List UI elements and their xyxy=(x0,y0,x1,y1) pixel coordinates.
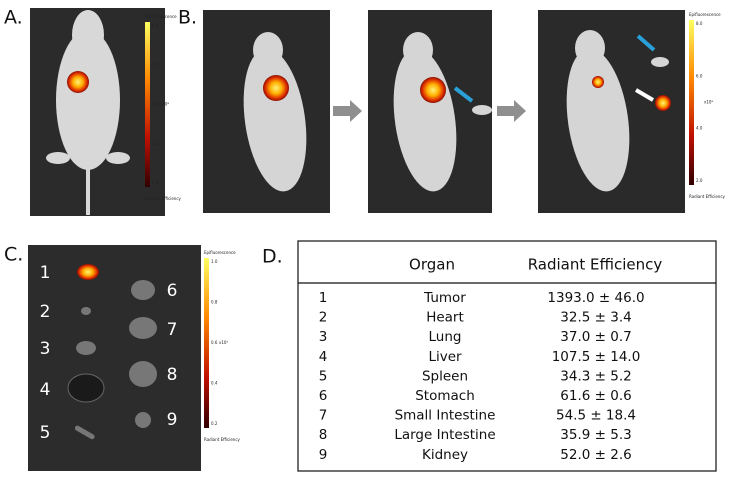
arrow xyxy=(497,100,526,122)
colorbar-label: Radiant Efficiency xyxy=(689,194,726,199)
table-cell: Small Intestine xyxy=(395,408,496,424)
panel-label: C. xyxy=(4,244,23,266)
tumor-signal xyxy=(655,95,671,111)
colorbar-tick: 0.4 xyxy=(211,381,218,386)
colorbar-tick: 2.0 xyxy=(696,178,703,183)
colorbar-label: Radiant Efficiency xyxy=(204,437,241,442)
colorbar-tick: 0.8 xyxy=(211,300,218,305)
table-cell: 61.6 ± 0.6 xyxy=(560,388,631,404)
arrow xyxy=(636,34,656,52)
organ-number: 5 xyxy=(40,423,51,443)
colorbar xyxy=(204,258,209,428)
colorbar-tick: 6.0 xyxy=(152,23,159,28)
colorbar-tick: 1.0 xyxy=(211,259,218,264)
table-cell: 1393.0 ± 46.0 xyxy=(547,290,644,306)
colorbar-title: Epifluorescence xyxy=(689,12,721,17)
table-cell: 54.5 ± 18.4 xyxy=(556,408,636,424)
colorbar-tick: 3.0 xyxy=(152,141,159,146)
table-cell: Large Intestine xyxy=(394,427,495,443)
table-cell: Stomach xyxy=(415,388,475,404)
panel-label: D. xyxy=(262,246,283,268)
organ-number: 6 xyxy=(167,281,178,301)
arrow xyxy=(453,86,474,103)
arrow xyxy=(333,100,362,122)
table-cell: 9 xyxy=(319,447,328,463)
table-cell: 5 xyxy=(319,368,328,384)
organ-number: 1 xyxy=(40,263,51,283)
table-cell: 35.9 ± 5.3 xyxy=(560,427,631,443)
colorbar-title: Epifluorescence xyxy=(204,250,236,255)
colorbar-title: Epifluorescence xyxy=(145,14,177,19)
organ-number: 8 xyxy=(167,365,178,385)
organ-number: 2 xyxy=(40,302,51,322)
panel-label: B. xyxy=(178,7,197,29)
colorbar-tick: 5.0 xyxy=(152,62,159,67)
table-cell: 1 xyxy=(319,290,328,306)
table-cell: Heart xyxy=(426,310,464,326)
table-cell: 8 xyxy=(319,427,328,443)
organ-number: 4 xyxy=(40,380,51,400)
table-cell: 7 xyxy=(319,408,328,424)
tumor-signal xyxy=(263,75,289,101)
tumor-signal xyxy=(420,77,446,103)
colorbar xyxy=(689,20,694,185)
colorbar-tick: 0.2 xyxy=(211,421,218,426)
residual-signal xyxy=(592,76,604,88)
arrow xyxy=(634,88,655,102)
table-cell: 32.5 ± 3.4 xyxy=(560,310,631,326)
colorbar xyxy=(145,22,150,187)
table-header: Radiant Efficiency xyxy=(528,256,663,274)
colorbar-tick: 6.0 xyxy=(696,73,703,78)
table-cell: 37.0 ± 0.7 xyxy=(560,329,631,345)
table-cell: 4 xyxy=(319,349,328,365)
colorbar-tick: 4.0 xyxy=(696,126,703,131)
table-frame xyxy=(297,240,717,472)
table-cell: 2 xyxy=(319,310,328,326)
mouse xyxy=(566,30,669,192)
table-header: Organ xyxy=(409,256,455,274)
colorbar-unit: x10⁹ xyxy=(219,340,228,345)
table-cell: 107.5 ± 14.0 xyxy=(552,349,641,365)
organ-number: 3 xyxy=(40,339,51,359)
table-cell: 3 xyxy=(319,329,328,345)
colorbar-tick: 0.6 xyxy=(211,340,218,345)
mouse xyxy=(46,10,130,215)
table-cell: Spleen xyxy=(422,368,468,384)
image-c xyxy=(28,245,201,471)
organs xyxy=(67,280,157,440)
table-cell: 52.0 ± 2.6 xyxy=(560,447,631,463)
table-cell: Tumor xyxy=(423,290,466,306)
colorbar-unit: x10⁸ xyxy=(704,100,713,105)
table-cell: Kidney xyxy=(422,447,468,463)
mouse xyxy=(243,32,307,192)
table-cell: Liver xyxy=(428,349,462,365)
organ-number: 9 xyxy=(167,410,178,430)
tumor-signal xyxy=(67,71,89,93)
colorbar-label: Radiant Efficiency xyxy=(145,196,182,201)
colorbar-tick: 8.0 xyxy=(696,21,703,26)
organ xyxy=(77,264,99,280)
table-cell: Lung xyxy=(429,329,462,345)
organ-number: 7 xyxy=(167,320,178,340)
table-cell: 34.3 ± 5.2 xyxy=(560,368,631,384)
colorbar-unit: x10⁸ xyxy=(160,102,169,107)
colorbar-tick: 4.0 xyxy=(152,102,159,107)
colorbar-tick: 2.0 xyxy=(152,180,159,185)
table-cell: 6 xyxy=(319,388,328,404)
panel-label: A. xyxy=(4,7,23,29)
